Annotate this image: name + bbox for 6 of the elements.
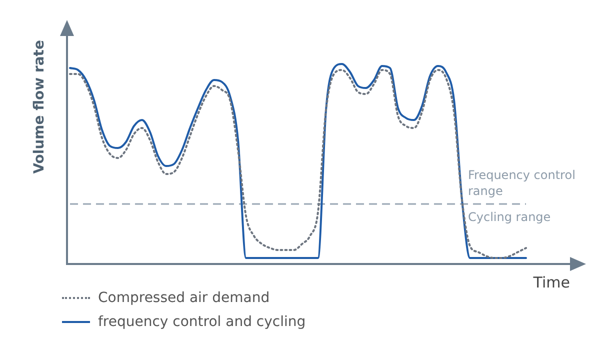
legend-label: frequency control and cycling	[98, 314, 306, 330]
legend-label: Compressed air demand	[98, 290, 270, 306]
annotation: Cycling range	[468, 210, 551, 224]
annotation: Frequency control range	[468, 168, 576, 198]
x-axis-title: Time	[532, 273, 570, 292]
y-axis-title: Volume flow rate	[32, 40, 48, 174]
